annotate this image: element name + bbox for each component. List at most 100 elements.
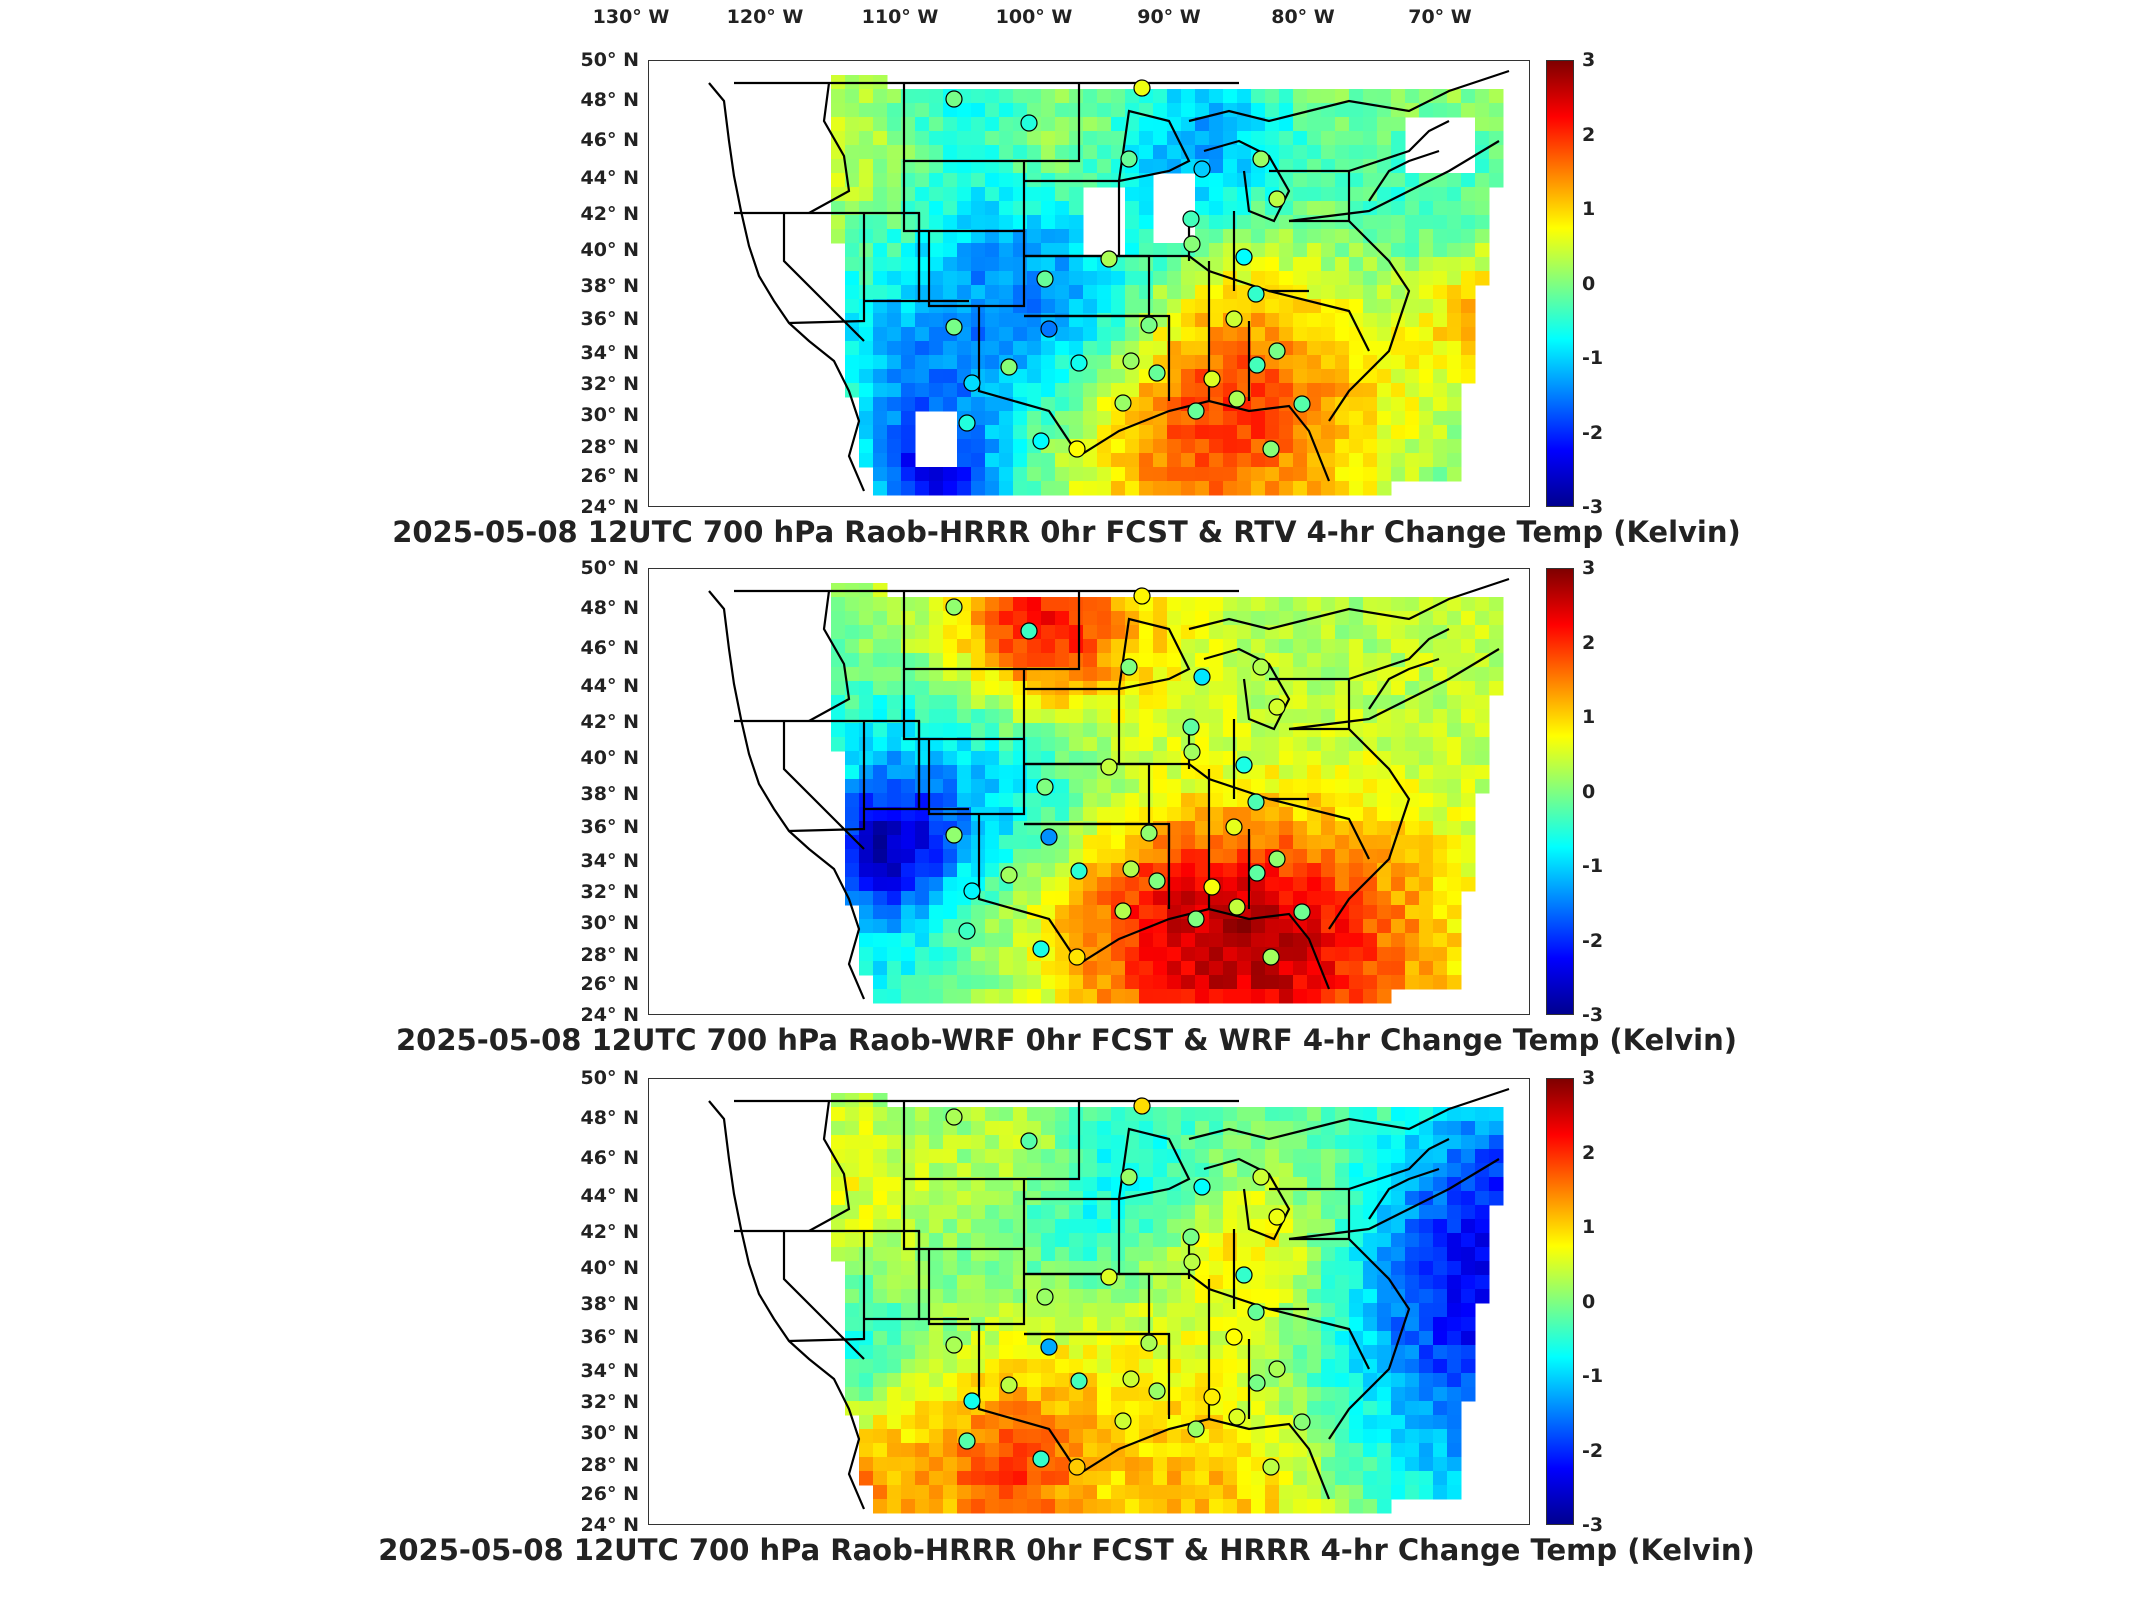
field-cell: [1349, 1387, 1364, 1402]
raob-station-marker: [1187, 402, 1205, 420]
boundary-line: [782, 1231, 865, 1360]
field-cell: [1405, 807, 1420, 822]
field-cell: [887, 667, 902, 682]
field-cell: [1013, 411, 1028, 426]
field-cell: [1293, 271, 1308, 286]
field-cell: [971, 425, 986, 440]
field-cell: [1447, 1191, 1462, 1206]
field-cell: [1139, 1135, 1154, 1150]
field-cell: [1069, 1233, 1084, 1248]
field-cell: [915, 793, 930, 808]
field-cell: [929, 1135, 944, 1150]
field-cell: [985, 271, 1000, 286]
field-cell: [1461, 1331, 1476, 1346]
field-cell: [1167, 1219, 1182, 1234]
field-cell: [1391, 341, 1406, 356]
field-cell: [1237, 1387, 1252, 1402]
field-cell: [901, 765, 916, 780]
field-cell: [1041, 1359, 1056, 1374]
field-cell: [1391, 919, 1406, 934]
field-cell: [1167, 723, 1182, 738]
field-cell: [1293, 383, 1308, 398]
field-cell: [985, 611, 1000, 626]
field-cell: [1153, 1107, 1168, 1122]
field-cell: [985, 975, 1000, 990]
field-cell: [1419, 201, 1434, 216]
field-cell: [901, 467, 916, 482]
field-cell: [1377, 257, 1392, 272]
field-cell: [915, 1135, 930, 1150]
field-cell: [1223, 355, 1238, 370]
field-cell: [1321, 1191, 1336, 1206]
field-cell: [1335, 597, 1350, 612]
field-cell: [1363, 285, 1378, 300]
field-cell: [1223, 299, 1238, 314]
field-cell: [859, 1331, 874, 1346]
field-cell: [1433, 299, 1448, 314]
field-cell: [971, 1135, 986, 1150]
field-cell: [1433, 877, 1448, 892]
field-cell: [1461, 1303, 1476, 1318]
field-cell: [1111, 1485, 1126, 1500]
field-cell: [1097, 625, 1112, 640]
field-cell: [887, 1471, 902, 1486]
field-cell: [1027, 481, 1042, 496]
field-cell: [1125, 1443, 1140, 1458]
field-cell: [1167, 467, 1182, 482]
field-cell: [1083, 667, 1098, 682]
field-cell: [1321, 257, 1336, 272]
field-cell: [1405, 1289, 1420, 1304]
field-cell: [1419, 397, 1434, 412]
field-cell: [1433, 229, 1448, 244]
field-cell: [999, 1443, 1014, 1458]
field-cell: [1321, 1471, 1336, 1486]
field-cell: [1055, 1485, 1070, 1500]
field-cell: [1167, 597, 1182, 612]
field-cell: [1153, 103, 1168, 118]
field-cell: [1055, 667, 1070, 682]
field-cell: [1405, 1485, 1420, 1500]
field-cell: [1349, 117, 1364, 132]
field-cell: [1419, 695, 1434, 710]
field-cell: [1013, 933, 1028, 948]
raob-station-marker: [1122, 860, 1140, 878]
field-cell: [873, 131, 888, 146]
field-cell: [1349, 439, 1364, 454]
field-cell: [1335, 1275, 1350, 1290]
field-cell: [1363, 1331, 1378, 1346]
field-cell: [1265, 89, 1280, 104]
field-cell: [873, 611, 888, 626]
field-cell: [1321, 835, 1336, 850]
boundary-line: [1348, 628, 1450, 681]
field-cell: [1083, 1121, 1098, 1136]
field-cell: [887, 639, 902, 654]
field-cell: [1335, 639, 1350, 654]
field-cell: [1111, 1149, 1126, 1164]
field-cell: [1251, 271, 1266, 286]
field-cell: [1153, 667, 1168, 682]
field-cell: [1223, 89, 1238, 104]
field-cell: [1013, 821, 1028, 836]
field-cell: [1209, 1359, 1224, 1374]
field-cell: [1279, 439, 1294, 454]
field-cell: [1139, 159, 1154, 174]
field-cell: [1433, 667, 1448, 682]
field-cell: [1223, 1107, 1238, 1122]
field-cell: [999, 1233, 1014, 1248]
field-cell: [999, 159, 1014, 174]
field-cell: [943, 1289, 958, 1304]
field-cell: [1055, 299, 1070, 314]
field-cell: [1279, 1429, 1294, 1444]
field-cell: [1041, 257, 1056, 272]
field-cell: [1335, 653, 1350, 668]
field-cell: [1461, 625, 1476, 640]
field-cell: [1461, 257, 1476, 272]
field-cell: [957, 947, 972, 962]
field-cell: [1153, 1149, 1168, 1164]
field-cell: [957, 751, 972, 766]
field-cell: [929, 597, 944, 612]
field-cell: [1055, 653, 1070, 668]
field-cell: [1153, 243, 1168, 258]
field-cell: [1139, 257, 1154, 272]
field-cell: [1097, 1233, 1112, 1248]
